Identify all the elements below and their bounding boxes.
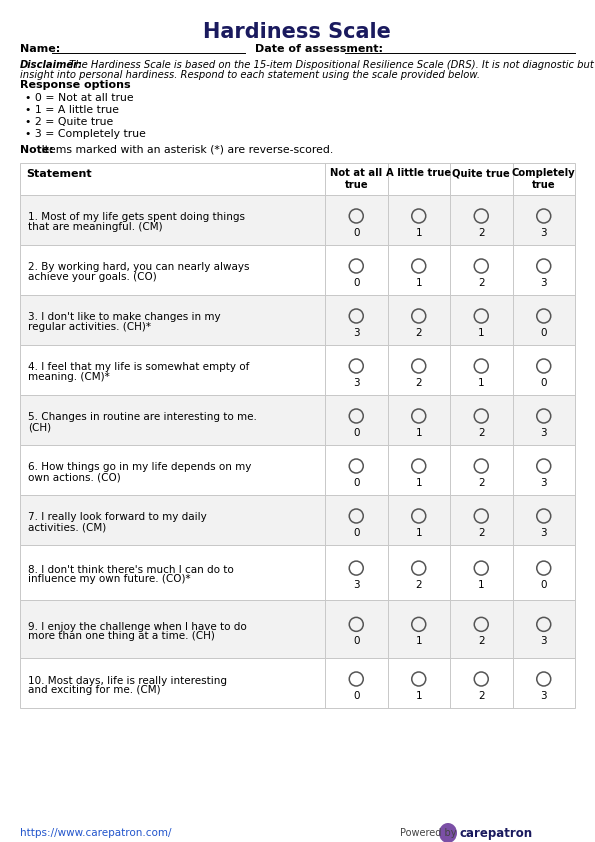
Text: 2: 2 xyxy=(415,378,422,388)
Text: regular activities. (CH)*: regular activities. (CH)* xyxy=(28,322,151,332)
Text: 3: 3 xyxy=(353,328,359,338)
Text: influence my own future. (CO)*: influence my own future. (CO)* xyxy=(28,574,190,584)
Text: 2: 2 xyxy=(478,478,484,488)
Text: 4. I feel that my life is somewhat empty of: 4. I feel that my life is somewhat empty… xyxy=(28,363,249,372)
Text: https://www.carepatron.com/: https://www.carepatron.com/ xyxy=(20,828,171,838)
Text: 2: 2 xyxy=(478,528,484,538)
Text: 0: 0 xyxy=(353,228,359,238)
Bar xyxy=(20,395,575,445)
Text: 0: 0 xyxy=(353,478,359,488)
Bar xyxy=(20,245,575,295)
Text: 0: 0 xyxy=(540,378,547,388)
Text: 2: 2 xyxy=(478,228,484,238)
Text: (CH): (CH) xyxy=(28,422,51,432)
Text: 0: 0 xyxy=(353,428,359,438)
Text: 2: 2 xyxy=(415,328,422,338)
Text: 1: 1 xyxy=(415,278,422,288)
Text: 7. I really look forward to my daily: 7. I really look forward to my daily xyxy=(28,513,206,523)
Text: Response options: Response options xyxy=(20,80,131,90)
Text: 0: 0 xyxy=(353,637,359,647)
Text: 1: 1 xyxy=(415,478,422,488)
Text: 3: 3 xyxy=(540,478,547,488)
Text: 2: 2 xyxy=(478,278,484,288)
Text: A little true: A little true xyxy=(386,168,452,178)
Text: 6. How things go in my life depends on my: 6. How things go in my life depends on m… xyxy=(28,462,251,472)
Text: that are meaningful. (CM): that are meaningful. (CM) xyxy=(28,222,162,232)
Text: meaning. (CM)*: meaning. (CM)* xyxy=(28,372,109,382)
Text: Statement: Statement xyxy=(26,169,92,179)
Text: Quite true: Quite true xyxy=(452,168,510,178)
Text: The Hardiness Scale is based on the 15-item Dispositional Resilience Scale (DRS): The Hardiness Scale is based on the 15-i… xyxy=(66,60,595,70)
Text: 0: 0 xyxy=(540,580,547,590)
Ellipse shape xyxy=(439,823,457,842)
Text: and exciting for me. (CM): and exciting for me. (CM) xyxy=(28,685,161,695)
Text: Name:: Name: xyxy=(20,44,60,54)
Bar xyxy=(20,495,575,545)
Text: 5. Changes in routine are interesting to me.: 5. Changes in routine are interesting to… xyxy=(28,413,257,423)
Text: 0: 0 xyxy=(353,528,359,538)
Text: 9. I enjoy the challenge when I have to do: 9. I enjoy the challenge when I have to … xyxy=(28,621,247,632)
Bar xyxy=(20,600,575,658)
Text: 1. Most of my life gets spent doing things: 1. Most of my life gets spent doing thin… xyxy=(28,212,245,222)
Text: carepatron: carepatron xyxy=(460,827,533,840)
Text: 2: 2 xyxy=(478,637,484,647)
Bar xyxy=(20,345,575,395)
Text: 2. By working hard, you can nearly always: 2. By working hard, you can nearly alway… xyxy=(28,263,249,273)
Text: 8. I don't think there's much I can do to: 8. I don't think there's much I can do t… xyxy=(28,565,234,575)
Text: 3: 3 xyxy=(540,691,547,701)
Text: more than one thing at a time. (CH): more than one thing at a time. (CH) xyxy=(28,631,215,641)
Text: 0: 0 xyxy=(353,278,359,288)
Text: 3: 3 xyxy=(540,428,547,438)
Text: 1: 1 xyxy=(415,428,422,438)
Text: 1: 1 xyxy=(415,637,422,647)
Text: 3: 3 xyxy=(353,580,359,590)
Text: 3: 3 xyxy=(353,378,359,388)
Text: 1: 1 xyxy=(478,580,484,590)
Text: Powered by: Powered by xyxy=(400,828,456,838)
Text: Disclaimer:: Disclaimer: xyxy=(20,60,83,70)
Text: 1: 1 xyxy=(415,528,422,538)
Text: 3. I don't like to make changes in my: 3. I don't like to make changes in my xyxy=(28,312,221,322)
Text: own actions. (CO): own actions. (CO) xyxy=(28,472,121,482)
Text: Completely
true: Completely true xyxy=(512,168,575,189)
Text: 3: 3 xyxy=(540,528,547,538)
Text: 0: 0 xyxy=(353,691,359,701)
Text: 1: 1 xyxy=(478,328,484,338)
Text: 3: 3 xyxy=(540,637,547,647)
Bar xyxy=(20,545,575,600)
Text: • 1 = A little true: • 1 = A little true xyxy=(25,105,119,115)
Bar xyxy=(20,658,575,708)
Text: Hardiness Scale: Hardiness Scale xyxy=(203,22,391,42)
Text: • 2 = Quite true: • 2 = Quite true xyxy=(25,117,113,127)
Text: • 3 = Completely true: • 3 = Completely true xyxy=(25,129,146,139)
Text: 2: 2 xyxy=(478,428,484,438)
Bar xyxy=(20,195,575,245)
Text: insight into personal hardiness. Respond to each statement using the scale provi: insight into personal hardiness. Respond… xyxy=(20,70,480,80)
Text: 3: 3 xyxy=(540,228,547,238)
Bar xyxy=(20,445,575,495)
Text: achieve your goals. (CO): achieve your goals. (CO) xyxy=(28,272,156,282)
Text: 2: 2 xyxy=(415,580,422,590)
Text: Note:: Note: xyxy=(20,145,54,155)
Text: 1: 1 xyxy=(415,691,422,701)
Text: 2: 2 xyxy=(478,691,484,701)
Text: • 0 = Not at all true: • 0 = Not at all true xyxy=(25,93,134,103)
Text: 1: 1 xyxy=(415,228,422,238)
Text: Items marked with an asterisk (*) are reverse-scored.: Items marked with an asterisk (*) are re… xyxy=(38,145,333,155)
Text: 1: 1 xyxy=(478,378,484,388)
Text: activities. (CM): activities. (CM) xyxy=(28,522,107,532)
Text: 0: 0 xyxy=(540,328,547,338)
Text: Date of assessment:: Date of assessment: xyxy=(255,44,383,54)
Text: Not at all
true: Not at all true xyxy=(330,168,383,189)
Text: 3: 3 xyxy=(540,278,547,288)
Text: 10. Most days, life is really interesting: 10. Most days, life is really interestin… xyxy=(28,675,227,685)
Bar xyxy=(20,163,575,195)
Bar xyxy=(20,295,575,345)
